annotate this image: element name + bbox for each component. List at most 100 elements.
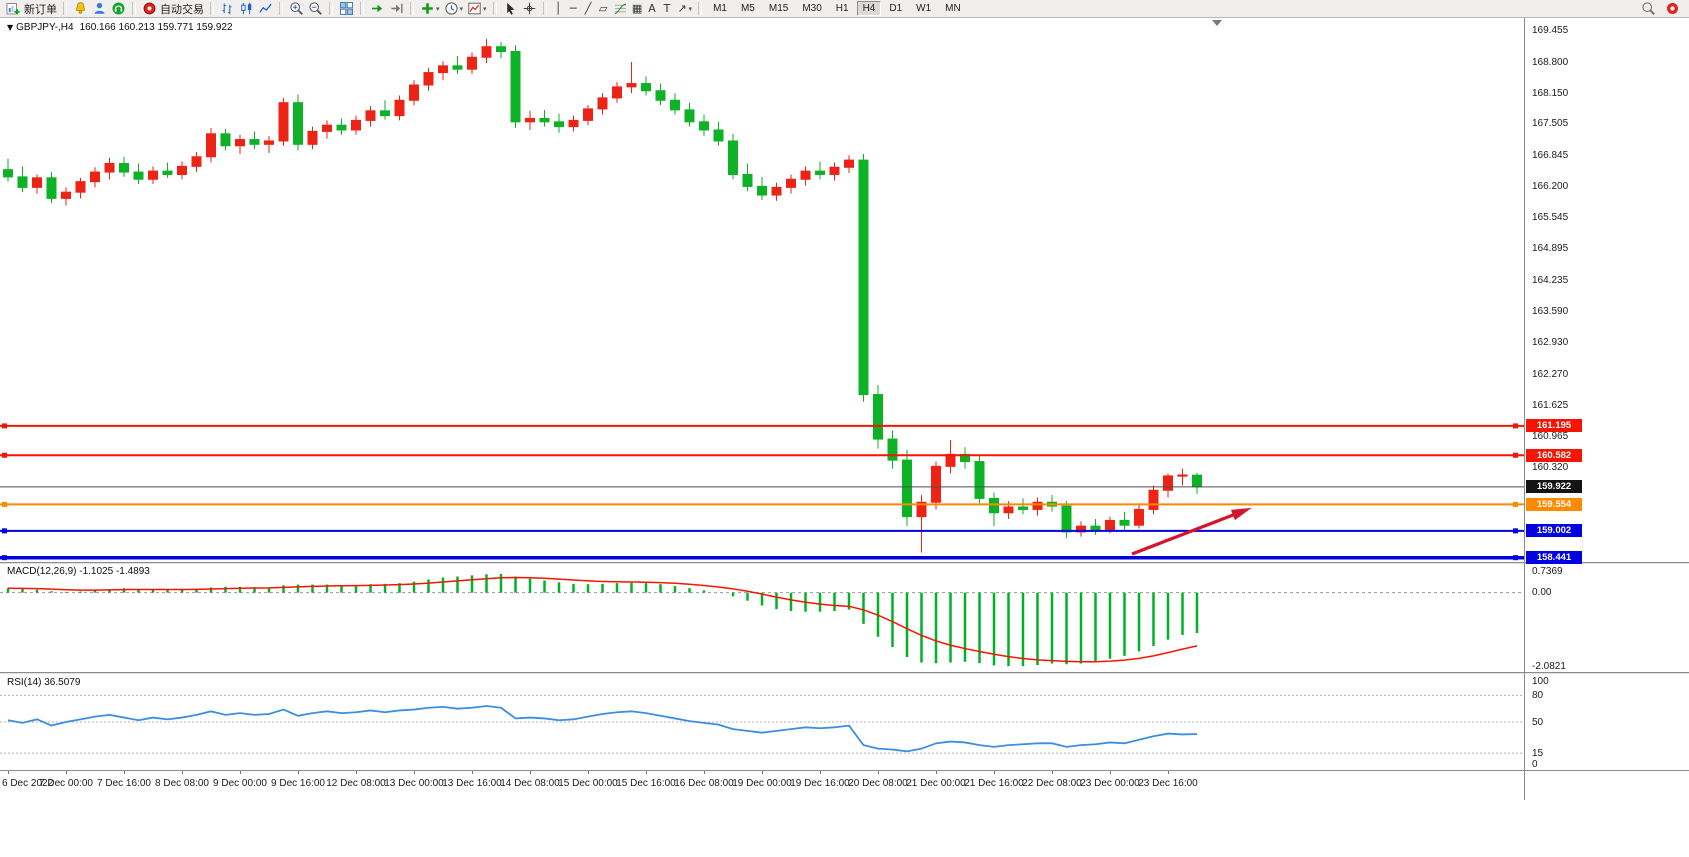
time-axis-label: 19 Dec 16:00 <box>790 778 850 789</box>
dropdown-arrow-icon[interactable]: ▾ <box>436 4 440 13</box>
rsi-indicator-label: RSI(14) 36.5079 <box>7 677 81 688</box>
community-button[interactable] <box>90 1 109 17</box>
toolbar-separator <box>410 2 414 15</box>
chart-shift-icon <box>391 3 403 14</box>
time-axis-label: 9 Dec 16:00 <box>271 778 325 789</box>
templates-button[interactable]: ▾ <box>465 1 489 17</box>
hline-161.195[interactable] <box>0 423 1524 429</box>
candle <box>960 447 970 469</box>
toolbar-separator <box>492 2 497 15</box>
new-order-button[interactable]: 新订单 <box>4 1 59 17</box>
chart-shift-button[interactable] <box>387 1 406 17</box>
candle <box>467 52 477 74</box>
periods-button[interactable]: ▾ <box>442 1 466 17</box>
tf-h4[interactable]: H4 <box>856 1 882 16</box>
crosshair-button[interactable] <box>520 1 539 17</box>
hline-handle[interactable] <box>2 423 7 429</box>
tf-mn[interactable]: MN <box>945 3 961 14</box>
candles-chart-icon <box>241 2 252 15</box>
tf-w1[interactable]: W1 <box>916 3 932 14</box>
notification-icon <box>1667 3 1678 14</box>
candle <box>1076 521 1086 537</box>
candle <box>641 76 651 96</box>
support-button[interactable] <box>109 1 128 17</box>
trend-arrow[interactable] <box>1131 507 1252 556</box>
time-axis-label: 15 Dec 16:00 <box>616 778 676 789</box>
shapes-button[interactable]: ▦ <box>630 1 645 17</box>
candle <box>655 83 666 106</box>
autotrade-button[interactable]: 自动交易 <box>140 1 206 17</box>
time-axis-label: 9 Dec 00:00 <box>213 778 267 789</box>
tf-m1[interactable]: M1 <box>713 3 727 14</box>
hline-handle[interactable] <box>1513 423 1518 429</box>
zoom-out-button[interactable] <box>306 1 325 17</box>
indicators-button[interactable]: ▾ <box>418 1 442 17</box>
price-chart-canvas[interactable] <box>0 18 1524 563</box>
channel-button[interactable]: ▱ <box>596 1 611 17</box>
tf-h1[interactable]: H1 <box>835 3 849 14</box>
candle <box>293 94 303 151</box>
hline-159.002[interactable] <box>0 528 1524 534</box>
candle <box>684 102 695 127</box>
candle <box>438 61 448 81</box>
auto-scroll-button[interactable] <box>368 1 387 17</box>
hline-handle[interactable] <box>2 501 7 507</box>
tf-d1[interactable]: D1 <box>889 3 903 14</box>
dropdown-arrow-icon[interactable]: ▾ <box>483 4 487 13</box>
hline-handle[interactable] <box>1513 501 1518 507</box>
macd-axis-label: 0.00 <box>1532 587 1552 599</box>
hline-handle[interactable] <box>1513 555 1518 561</box>
horizontal-line-button[interactable]: ─ <box>566 1 581 17</box>
tf-m5[interactable]: M5 <box>740 3 755 14</box>
price-axis-label: 165.545 <box>1532 212 1569 224</box>
hline-handle[interactable] <box>1513 452 1518 458</box>
trendline-button-glyph: ╱ <box>584 2 592 15</box>
time-axis-label: 8 Dec 08:00 <box>155 778 209 789</box>
rsi-panel-canvas[interactable] <box>0 674 1524 770</box>
arrows-button[interactable]: ↗ ▾ <box>675 1 695 17</box>
tf-m30[interactable]: M30 <box>802 3 822 14</box>
time-axis: 6 Dec 2022 7 Dec 00:00 7 Dec 16:00 8 Dec 08… <box>0 770 1689 800</box>
hline-handle[interactable] <box>2 528 7 534</box>
hline-158.441[interactable] <box>0 555 1524 561</box>
search-button[interactable] <box>1639 1 1658 17</box>
hline-handle[interactable] <box>2 555 7 561</box>
time-axis-tick <box>762 771 763 774</box>
fibonacci-button[interactable] <box>611 1 630 17</box>
trendline-button[interactable]: ╱ <box>581 1 596 17</box>
notification-badge[interactable] <box>1663 1 1682 17</box>
toolbar-button-groups: 新订单 自动交易 ▾ ▾ ▾ │ ─ ╱ ▱ ▦ A T ↗ ▾ M1 M5 M15 M30 H1 H4 D1 W1 MN <box>4 1 968 17</box>
vertical-line-button[interactable]: │ <box>551 1 566 17</box>
candle <box>800 166 811 186</box>
zoom-in-button[interactable] <box>287 1 306 17</box>
time-axis-tick <box>472 771 473 774</box>
bars-chart-button[interactable] <box>218 1 237 17</box>
dropdown-arrow-icon[interactable]: ▾ <box>688 4 693 13</box>
price-axis-label: 169.455 <box>1532 25 1569 37</box>
alerts-button[interactable] <box>71 1 90 17</box>
candles-chart-button[interactable] <box>237 1 256 17</box>
candle <box>206 128 216 163</box>
macd-panel-canvas[interactable] <box>0 564 1524 672</box>
time-axis-tick <box>124 771 125 774</box>
time-axis-label: 23 Dec 16:00 <box>1138 778 1198 789</box>
cursor-icon <box>506 2 514 15</box>
line-chart-button[interactable] <box>256 1 275 17</box>
hline-160.582[interactable] <box>0 452 1524 458</box>
dropdown-arrow-icon[interactable]: ▾ <box>459 4 464 13</box>
tf-m15[interactable]: M15 <box>768 3 789 14</box>
chart-menu-arrow-icon[interactable]: ▼ <box>7 23 14 32</box>
tile-windows-button[interactable] <box>337 1 356 17</box>
hline-handle[interactable] <box>2 452 7 458</box>
label-button[interactable]: T <box>660 1 675 17</box>
candle <box>119 156 129 177</box>
panel-separator[interactable] <box>0 562 1689 564</box>
cursor-button[interactable] <box>501 1 520 17</box>
time-axis-tick <box>1052 771 1053 774</box>
chart-shift-marker[interactable] <box>1212 20 1222 26</box>
hline-159.554[interactable] <box>0 501 1524 507</box>
candle <box>104 157 115 180</box>
panel-separator[interactable] <box>0 672 1689 674</box>
hline-handle[interactable] <box>1513 528 1518 534</box>
text-button[interactable]: A <box>645 1 660 17</box>
